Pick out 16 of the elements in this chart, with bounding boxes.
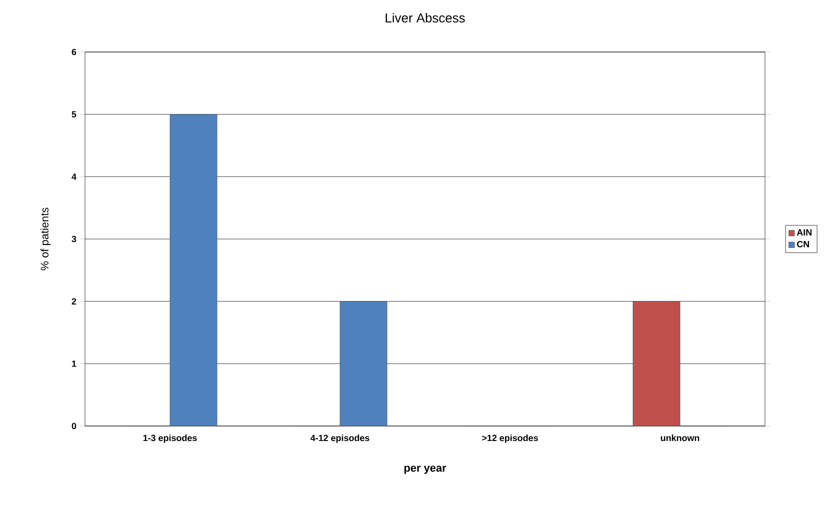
y-tick-label: 1 [72, 360, 76, 367]
y-tick-label: 2 [72, 298, 76, 304]
legend-label: AIN [796, 229, 812, 236]
x-axis-title: per year [404, 466, 446, 474]
x-tick-label: 1-3 episodes [143, 434, 197, 443]
y-tick-label: 5 [72, 111, 76, 118]
chart-title: Liver Abscess [386, 12, 465, 23]
y-axis-title: % of patients [40, 208, 51, 270]
y-tick-label: 4 [72, 174, 76, 180]
y-tick-label: 0 [72, 422, 76, 430]
x-tick-label: 4-12 episodes [310, 434, 370, 443]
x-tick-label: >12 episodes [482, 434, 538, 443]
y-tick-label: 3 [72, 236, 76, 242]
y-tick-label: 6 [72, 48, 76, 56]
x-tick-label: unknown [660, 434, 700, 442]
legend-label: CN [797, 240, 810, 248]
